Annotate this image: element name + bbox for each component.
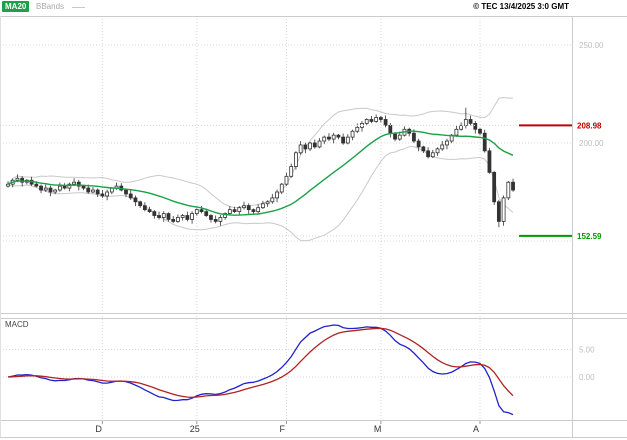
bbands-legend-label: BBands bbox=[36, 2, 65, 11]
chart-header: MA20 BBands © TEC 13/4/2025 3:0 GMT bbox=[0, 0, 627, 15]
bollinger-lower-line bbox=[7, 146, 514, 242]
macd-line bbox=[7, 324, 514, 416]
ma20-line bbox=[7, 130, 514, 216]
macd-axis-label: 0.00 bbox=[579, 373, 595, 382]
x-axis-label: F bbox=[279, 424, 285, 434]
x-axis-label: A bbox=[473, 424, 479, 434]
ma20-legend-badge: MA20 bbox=[2, 1, 30, 12]
macd-panel-label: MACD bbox=[5, 320, 29, 329]
support-level-label: 152.59 bbox=[577, 232, 602, 241]
price-axis-label: 250.00 bbox=[579, 41, 604, 50]
x-axis-label: 25 bbox=[190, 424, 200, 434]
macd-signal-line bbox=[7, 327, 514, 398]
bbands-legend-swatch bbox=[72, 7, 85, 8]
macd-axis-label: 5.00 bbox=[579, 346, 595, 355]
copyright-text: © TEC 13/4/2025 3:0 GMT bbox=[473, 2, 569, 11]
resistance-level-label: 208.98 bbox=[577, 121, 602, 130]
x-axis-label: M bbox=[374, 424, 382, 434]
bollinger-upper-line bbox=[7, 96, 513, 209]
price-axis-label: 200.00 bbox=[579, 139, 604, 148]
x-axis-label: D bbox=[95, 424, 102, 434]
